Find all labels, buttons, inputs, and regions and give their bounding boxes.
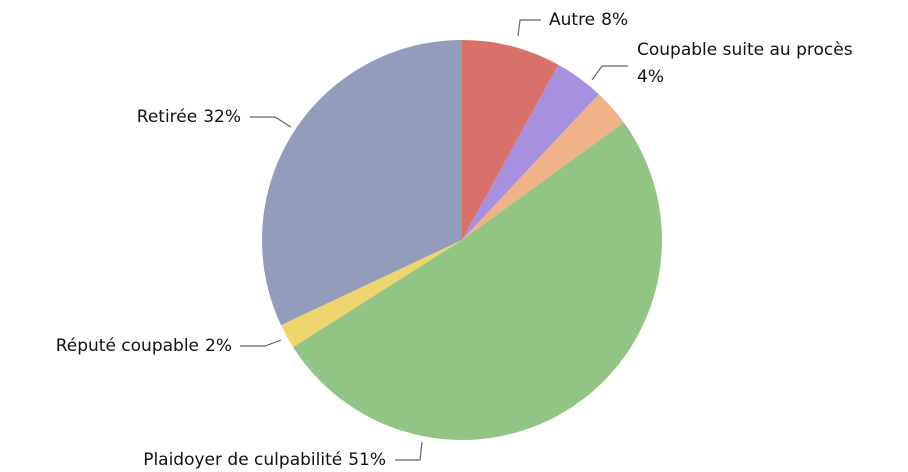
slice-label: Retirée 32% bbox=[137, 107, 241, 127]
slice-name: Autre bbox=[549, 10, 595, 30]
pie-slice bbox=[261, 40, 462, 326]
leader-line bbox=[250, 116, 292, 128]
slice-label: Autre 8% bbox=[549, 10, 628, 30]
slice-name: Réputé coupable bbox=[56, 336, 199, 356]
slice-value: 4% bbox=[637, 67, 664, 87]
pie-slice bbox=[281, 240, 462, 348]
slice-value: 2% bbox=[205, 336, 232, 356]
pie-slice bbox=[462, 94, 624, 241]
slice-label: Plaidoyer de culpabilité 51% bbox=[143, 450, 386, 470]
leader-line bbox=[240, 339, 282, 347]
slice-label: Coupable suite au procès 4% bbox=[637, 40, 853, 87]
leader-line bbox=[517, 19, 541, 37]
slice-name: Retirée bbox=[137, 107, 197, 127]
pie-slice bbox=[462, 40, 559, 240]
slice-name: Coupable suite au procès bbox=[637, 40, 853, 60]
slice-label: Réputé coupable 2% bbox=[56, 336, 232, 356]
slice-value: 32% bbox=[203, 107, 241, 127]
leader-line bbox=[591, 65, 628, 81]
pie-slice bbox=[293, 122, 663, 441]
slice-value: 51% bbox=[348, 450, 386, 470]
leader-line bbox=[395, 441, 423, 461]
pie-slice bbox=[462, 64, 599, 240]
slice-name: Plaidoyer de culpabilité bbox=[143, 450, 342, 470]
slice-value: 8% bbox=[601, 10, 628, 30]
